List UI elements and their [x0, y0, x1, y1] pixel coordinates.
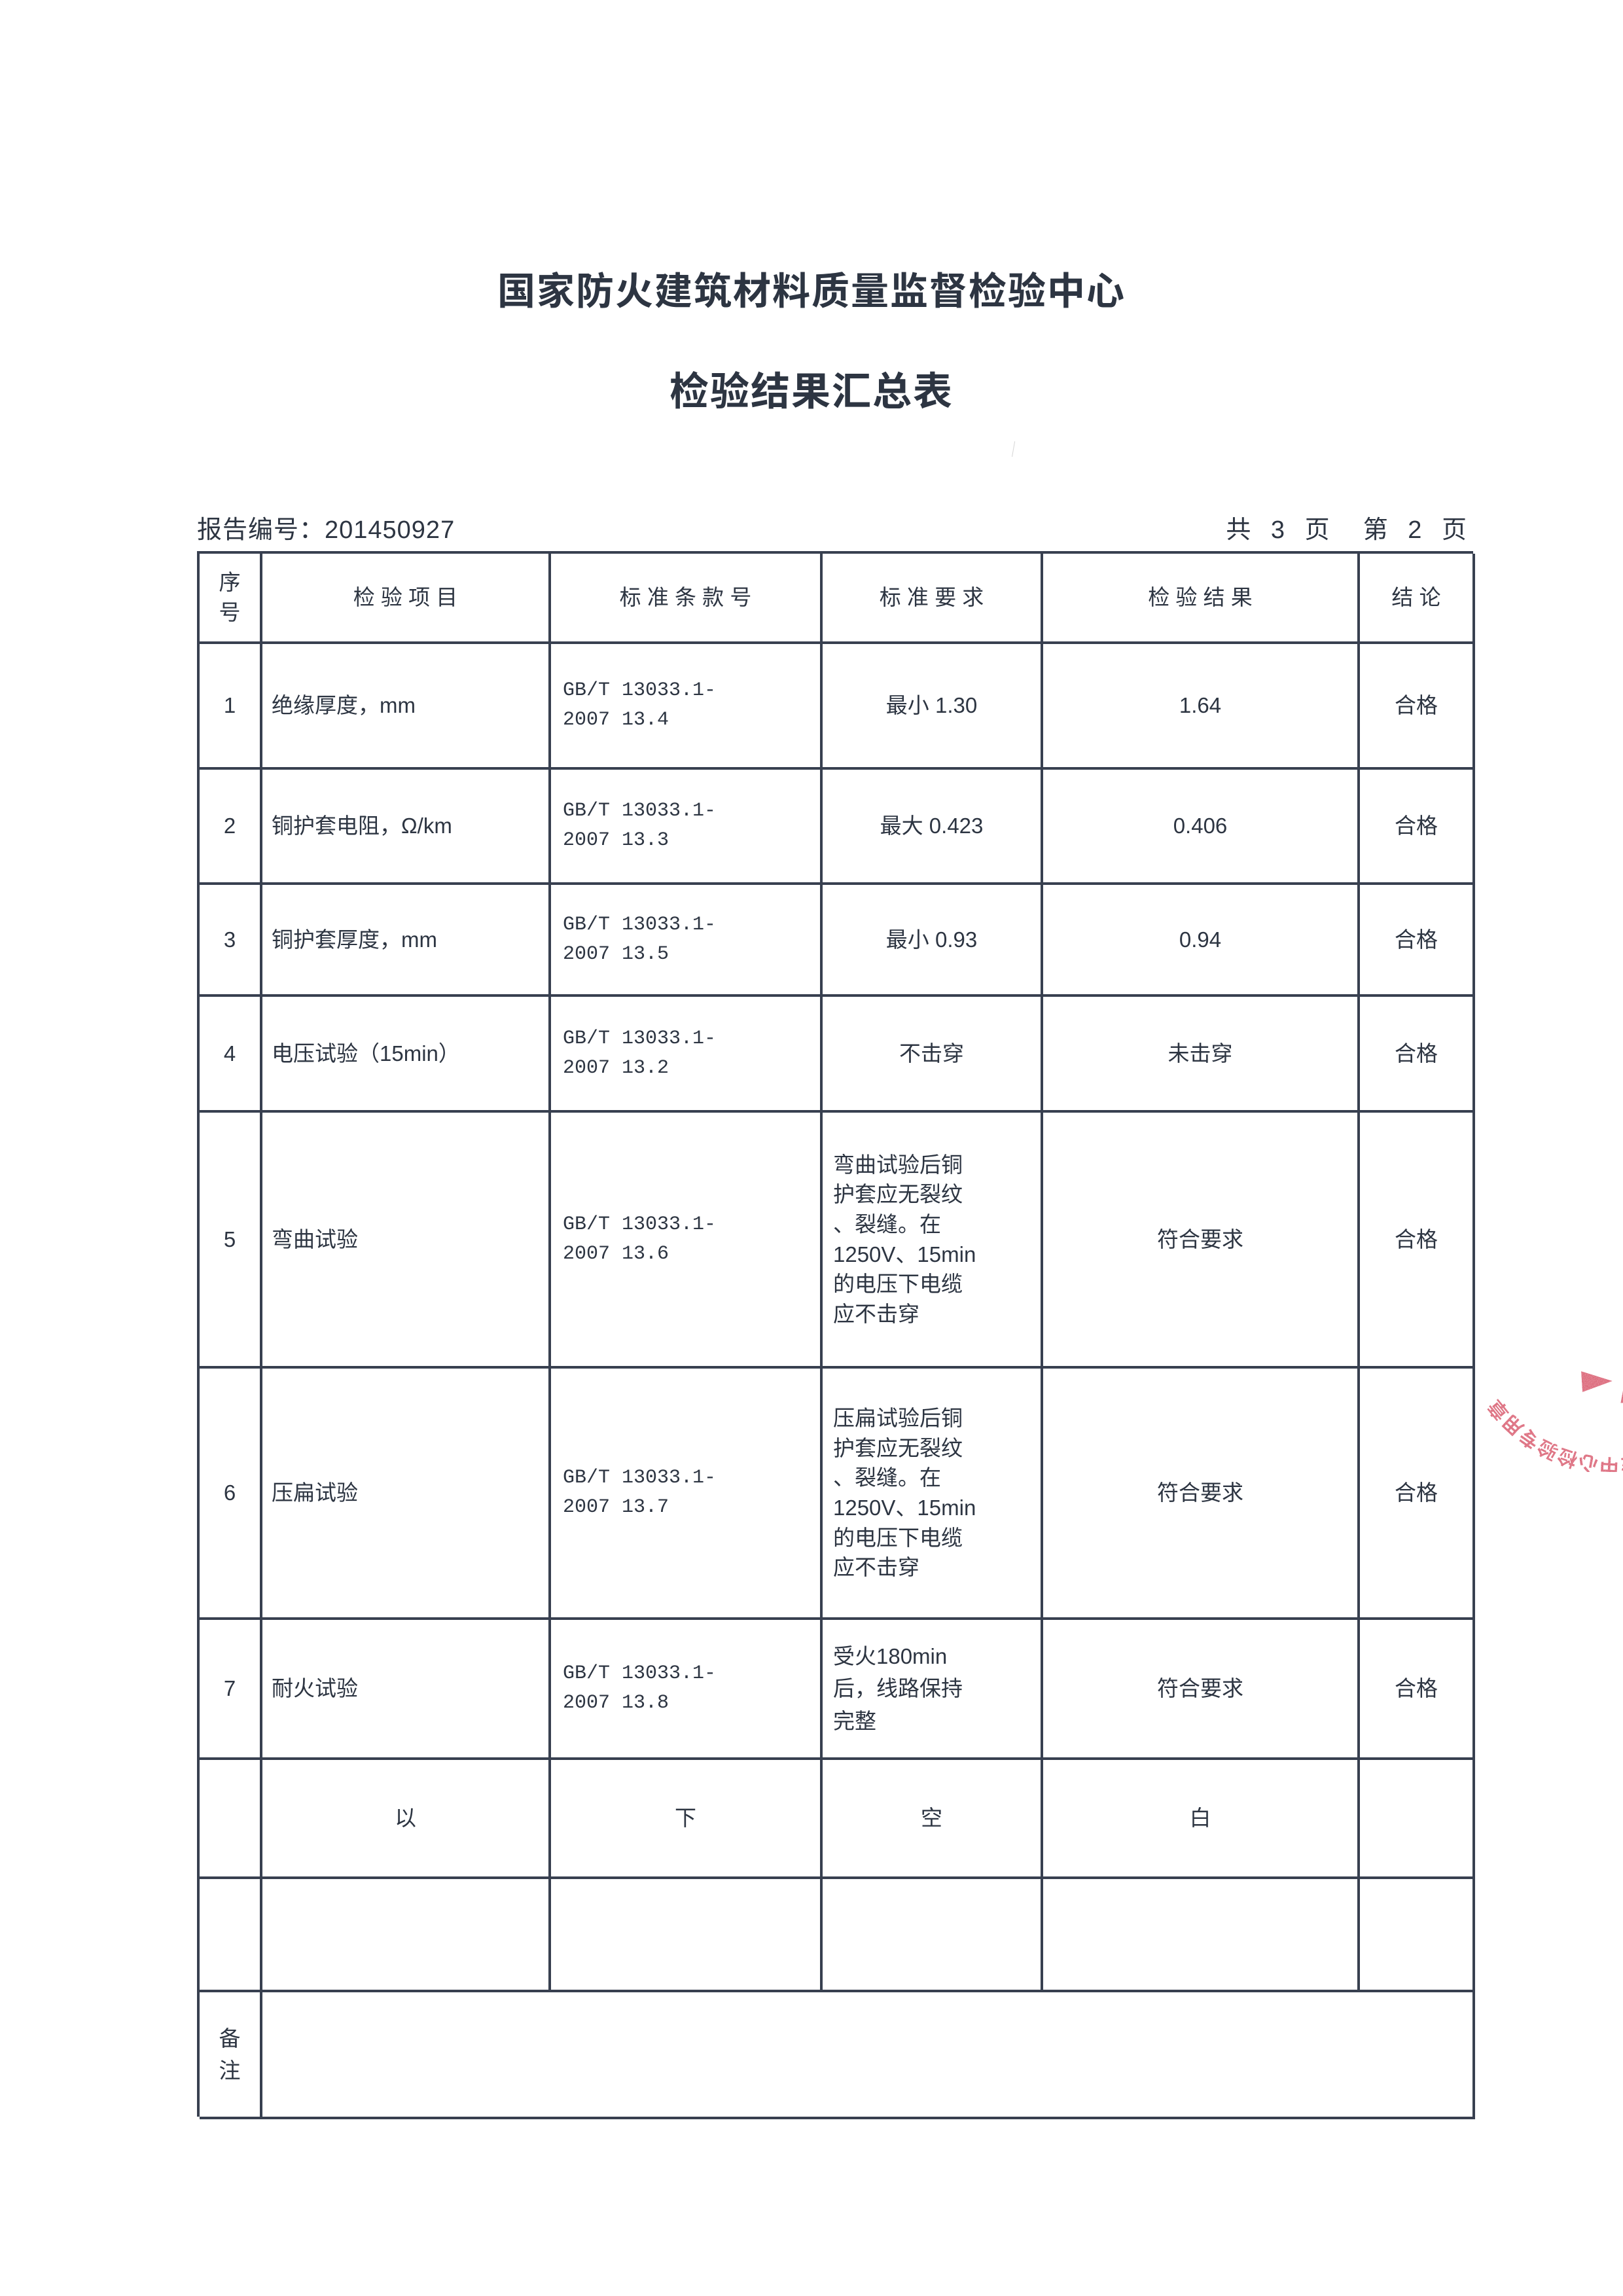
svg-text:材料质检中心检验专用章: 材料质检中心检验专用章 — [1484, 1395, 1623, 1472]
svg-text:家防火建筑材料质检中心检验专用章: 家防火建筑材料质检中心检验专用章 — [1458, 1155, 1623, 1261]
svg-text:/: / — [1620, 1381, 1623, 1408]
